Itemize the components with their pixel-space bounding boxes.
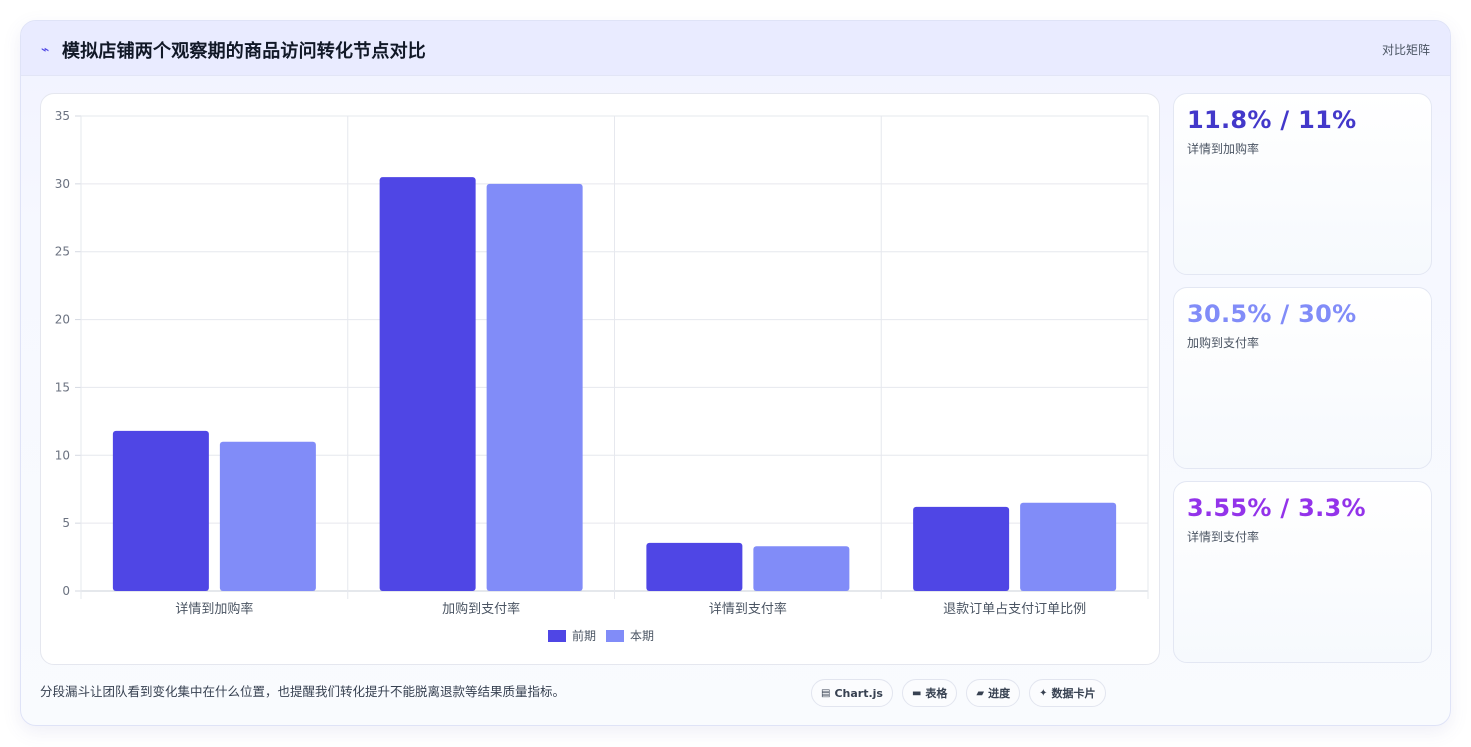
- y-tick-label: 25: [55, 245, 70, 259]
- tag-table[interactable]: ▬ 表格: [901, 679, 958, 707]
- title-group: ⌁ 模拟店铺两个观察期的商品访问转化节点对比: [41, 37, 426, 63]
- table-icon: ▬: [911, 687, 922, 699]
- stat-card-2: 30.5% / 30% 加购到支付率: [1173, 287, 1432, 469]
- stat-label: 详情到支付率: [1187, 530, 1260, 544]
- footer-note: 分段漏斗让团队看到变化集中在什么位置，也提醒我们转化提升不能脱离退款等结果质量指…: [40, 684, 566, 699]
- tag-label: 数据卡片: [1051, 687, 1096, 700]
- y-tick-label: 10: [55, 448, 70, 462]
- chart-panel: 0 5 10 15 20 25 30 35 详情到加购率 加购到支付率 详情到支付率 退款订单占支付订…: [40, 93, 1160, 665]
- legend-label: 本期: [630, 629, 654, 643]
- progress-icon: ▰: [976, 687, 985, 699]
- stat-label: 详情到加购率: [1187, 142, 1260, 156]
- x-tick-label: 详情到支付率: [709, 601, 787, 617]
- stat-card-3: 3.55% / 3.3% 详情到支付率: [1173, 481, 1432, 663]
- bar-previous: [646, 542, 743, 591]
- bar-current: [1020, 502, 1117, 591]
- tag-chartjs[interactable]: ▤ Chart.js: [811, 679, 893, 707]
- page-title: 模拟店铺两个观察期的商品访问转化节点对比: [62, 41, 426, 62]
- y-tick-label: 15: [55, 380, 70, 394]
- tag-label: 表格: [925, 687, 948, 700]
- stat-value: 3.55% / 3.3%: [1187, 494, 1366, 522]
- bar-previous: [379, 177, 476, 592]
- y-tick-label: 20: [55, 313, 70, 327]
- tag-progress[interactable]: ▰ 进度: [966, 679, 1021, 707]
- tag-list: ▤ Chart.js ▬ 表格 ▰ 进度 ✦ 数据卡片: [811, 679, 1106, 707]
- bar-current: [219, 441, 316, 591]
- header-label: 对比矩阵: [1381, 43, 1430, 57]
- stat-value: 30.5% / 30%: [1187, 300, 1357, 328]
- bar-current: [753, 546, 850, 591]
- tag-data-card[interactable]: ✦ 数据卡片: [1029, 679, 1106, 707]
- trend-line-icon: ⌁: [41, 42, 50, 58]
- legend-swatch: [548, 630, 566, 642]
- stat-value: 11.8% / 11%: [1187, 106, 1357, 134]
- chart-icon: ▤: [821, 687, 831, 699]
- x-tick-label: 退款订单占支付订单比例: [943, 602, 1086, 617]
- x-tick-label: 加购到支付率: [442, 601, 520, 617]
- legend-label: 前期: [572, 628, 596, 643]
- sparkle-icon: ✦: [1039, 687, 1048, 699]
- tag-label: 进度: [988, 687, 1011, 700]
- legend-swatch: [606, 630, 624, 642]
- stat-label: 加购到支付率: [1187, 336, 1260, 350]
- y-tick-label: 35: [55, 109, 70, 123]
- bar-chart: 0 5 10 15 20 25 30 35 详情到加购率 加购到支付率 详情到支付率 退款订单占支付订…: [55, 109, 1149, 643]
- y-tick-label: 5: [62, 516, 70, 530]
- y-tick-label: 0: [62, 584, 70, 598]
- bar-current: [486, 183, 583, 591]
- dashboard-card: ⌁ 模拟店铺两个观察期的商品访问转化节点对比 对比矩阵 0 5 10 15 20 25 30…: [20, 20, 1451, 726]
- card-header: ⌁ 模拟店铺两个观察期的商品访问转化节点对比 对比矩阵: [21, 21, 1450, 76]
- x-tick-label: 详情到加购率: [175, 601, 253, 617]
- bar-previous: [913, 506, 1010, 591]
- tag-label: Chart.js: [834, 686, 883, 700]
- stat-card-1: 11.8% / 11% 详情到加购率: [1173, 93, 1432, 275]
- y-tick-label: 30: [55, 177, 70, 191]
- bar-previous: [112, 430, 209, 591]
